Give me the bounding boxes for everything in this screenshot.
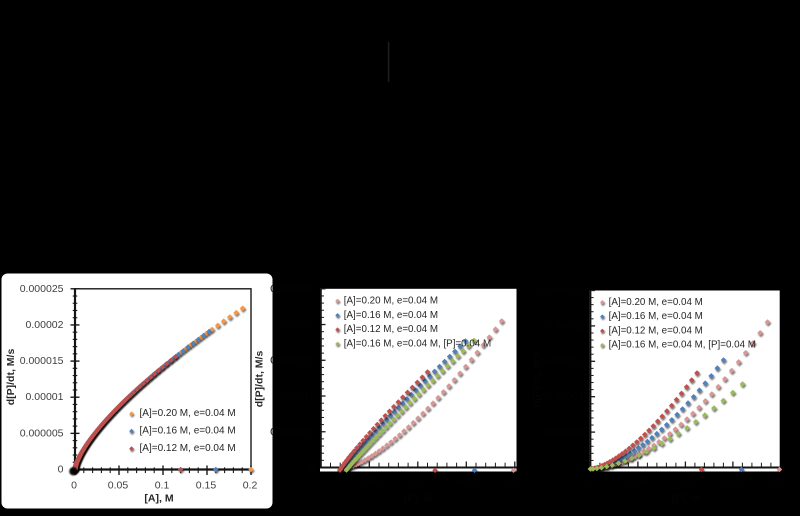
svg-text:0.15: 0.15 [723,476,744,488]
svg-text:0.1: 0.1 [155,480,170,492]
svg-text:0: 0 [318,476,324,488]
svg-text:0.1: 0.1 [410,476,425,488]
svg-text:0.05: 0.05 [108,480,129,492]
svg-text:d[P]/dt, M/s: d[P]/dt, M/s [254,351,266,408]
svg-text:0.000015: 0.000015 [20,355,64,367]
svg-text:d[P]/dt, M/s: d[P]/dt, M/s [531,351,543,408]
svg-text:[A]=0.12 M, e=0.04 M: [A]=0.12 M, e=0.04 M [609,325,703,336]
svg-text:0.05: 0.05 [628,476,649,488]
svg-text:[A]=0.16 M, e=0.04 M: [A]=0.16 M, e=0.04 M [344,310,438,321]
svg-text:[A]=0.16 M, e=0.04 M: [A]=0.16 M, e=0.04 M [140,426,236,437]
svg-text:0.000005: 0.000005 [270,426,314,438]
svg-text:d[P]/dt, M/s: d[P]/dt, M/s [5,349,17,406]
svg-text:0.00002: 0.00002 [276,319,314,331]
svg-text:0.000015: 0.000015 [270,354,314,366]
svg-text:0.00001: 0.00001 [26,391,64,403]
svg-text:[P], M: [P], M [404,493,433,505]
svg-text:0.000015: 0.000015 [270,354,314,366]
svg-text:[A]=0.20 M, e=0.04 M: [A]=0.20 M, e=0.04 M [140,408,236,419]
svg-text:[A]=0.16 M, e=0.04 M, [P]=0.04: [A]=0.16 M, e=0.04 M, [P]=0.04 M [609,340,756,351]
svg-text:[A]=0.12 M, e=0.04 M: [A]=0.12 M, e=0.04 M [140,443,236,454]
svg-text:0.15: 0.15 [456,476,477,488]
svg-text:[A]=0.20 M, e=0.04 M: [A]=0.20 M, e=0.04 M [344,296,438,307]
svg-text:0.00002: 0.00002 [546,320,584,332]
svg-text:0.000025: 0.000025 [270,283,314,295]
svg-text:[A]=0.16 M, e=0.04 M: [A]=0.16 M, e=0.04 M [609,311,703,322]
svg-text:0: 0 [58,464,64,476]
svg-text:0.15: 0.15 [196,480,217,492]
svg-text:[P], M: [P], M [672,493,701,505]
svg-text:0: 0 [578,462,584,474]
svg-text:0.000005: 0.000005 [20,427,64,439]
svg-text:[A]=0.16 M, e=0.04 M, [P]=0.04: [A]=0.16 M, e=0.04 M, [P]=0.04 M [344,338,491,349]
svg-text:0.00002: 0.00002 [26,319,64,331]
svg-text:[A]=0.12 M, e=0.04 M: [A]=0.12 M, e=0.04 M [344,324,438,335]
svg-text:0.000015: 0.000015 [540,355,584,367]
svg-text:0.00001: 0.00001 [276,390,314,402]
svg-text:0: 0 [587,476,593,488]
svg-text:0.000005: 0.000005 [540,426,584,438]
svg-text:[A]=0.20 M, e=0.04 M: [A]=0.20 M, e=0.04 M [609,297,703,308]
svg-text:0.000025: 0.000025 [20,283,64,295]
svg-text:0.2: 0.2 [243,480,258,492]
svg-text:0.2: 0.2 [773,476,788,488]
svg-text:[A], M: [A], M [144,493,173,505]
svg-text:0.05: 0.05 [359,476,380,488]
svg-text:0.000005: 0.000005 [270,426,314,438]
svg-text:0.000025: 0.000025 [270,283,314,295]
svg-text:0.1: 0.1 [678,476,693,488]
svg-text:0.000025: 0.000025 [540,285,584,297]
svg-text:0: 0 [308,462,314,474]
svg-text:0: 0 [71,480,77,492]
svg-text:0.2: 0.2 [507,476,522,488]
svg-text:0.00001: 0.00001 [546,391,584,403]
